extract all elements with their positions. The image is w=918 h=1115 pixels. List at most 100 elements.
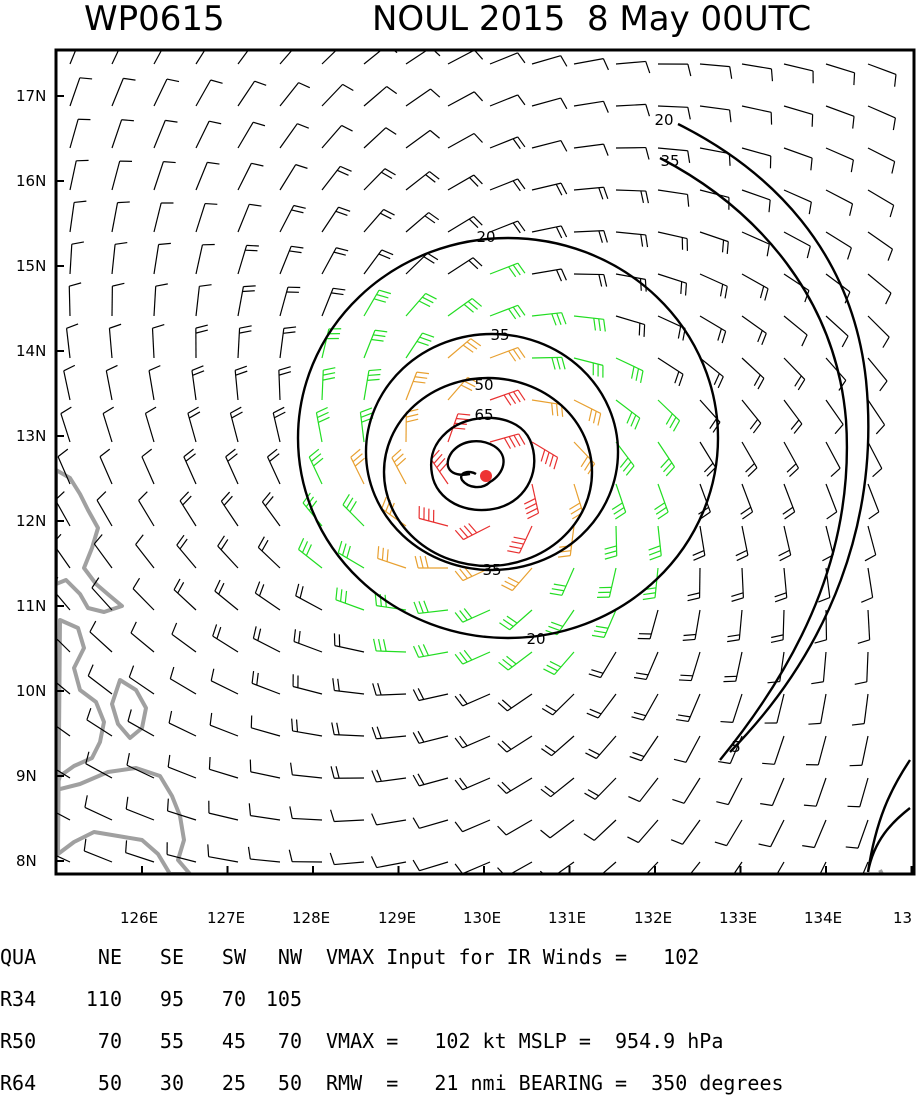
wind-barb <box>406 172 439 190</box>
wind-barb <box>784 400 802 433</box>
wind-barb <box>826 400 843 434</box>
wind-barb <box>688 568 700 601</box>
wind-barb <box>700 316 726 343</box>
r50-sw-value: 45 <box>184 1031 246 1052</box>
wind-barb <box>280 165 307 190</box>
lon-label: 130E <box>463 910 501 926</box>
wind-barb <box>499 652 532 670</box>
wind-barb <box>649 526 662 560</box>
wind-barb <box>784 148 812 170</box>
wind-barb <box>490 137 525 149</box>
wind-barb <box>826 106 854 129</box>
wind-barb <box>172 623 196 652</box>
wind-barb <box>574 144 608 155</box>
wind-barb <box>630 736 658 761</box>
wind-barb <box>280 124 309 148</box>
wind-barb <box>498 694 532 711</box>
wind-barb <box>322 288 345 316</box>
wind-barb <box>94 534 112 568</box>
wind-barb <box>196 285 212 316</box>
contour-label: 20 <box>476 228 495 246</box>
wind-barb <box>70 201 86 232</box>
wind-barb <box>700 442 716 476</box>
wind-barb <box>251 715 280 736</box>
wind-barb <box>658 442 675 476</box>
wind-barb <box>153 325 165 358</box>
wind-barb <box>238 122 265 148</box>
contour-label: 35 <box>482 561 501 579</box>
wind-barb <box>90 621 112 652</box>
wind-barb <box>868 190 894 217</box>
wind-barb <box>868 64 896 87</box>
wind-barb <box>784 232 810 258</box>
wind-barb <box>226 449 238 484</box>
wind-barb <box>331 766 364 778</box>
wind-barb <box>280 287 300 316</box>
wind-barb <box>700 106 731 122</box>
wind-barb <box>374 639 406 652</box>
wind-barb <box>188 407 200 442</box>
wind-barb <box>112 202 130 232</box>
contour-5-kt-east <box>868 760 910 872</box>
wind-barb <box>126 797 154 820</box>
wind-barb <box>455 650 490 664</box>
wind-barb <box>448 299 482 316</box>
rmw-bearing-text: RMW = 21 nmi BEARING = 350 degrees <box>326 1073 784 1094</box>
wind-barb <box>700 274 727 298</box>
wind-barb <box>238 204 261 232</box>
wind-barb <box>658 316 685 341</box>
wind-barb <box>775 568 787 602</box>
wind-barb <box>100 449 112 484</box>
wind-barb <box>826 64 855 85</box>
map-frame <box>56 50 914 874</box>
wind-barb <box>532 226 567 238</box>
wind-barb <box>731 568 743 601</box>
wind-barb <box>742 106 772 125</box>
wind-barb <box>364 169 396 190</box>
wind-barb <box>215 580 238 610</box>
wind-barb <box>136 535 154 568</box>
wind-barb <box>364 370 381 400</box>
wind-barb <box>627 820 658 843</box>
wind-barb <box>280 246 303 274</box>
wind-barb <box>252 671 280 694</box>
r34-label: R34 <box>0 989 66 1010</box>
wind-barb <box>868 148 895 174</box>
wind-barb <box>455 736 490 748</box>
wind-barb <box>280 327 296 358</box>
wind-barb <box>406 130 440 148</box>
wind-barb <box>169 711 196 736</box>
storm-center-marker <box>480 470 492 482</box>
wind-barb <box>131 622 154 652</box>
wind-barb <box>196 244 215 274</box>
lon-label: 133E <box>719 910 757 926</box>
lat-label: 11N <box>16 598 46 614</box>
wind-barb <box>658 400 680 431</box>
wind-barb <box>142 449 154 484</box>
wind-barb <box>133 578 154 610</box>
wind-barb <box>490 263 525 277</box>
wind-barb <box>628 778 658 802</box>
wind-barb <box>58 449 70 484</box>
wind-barb <box>723 652 742 682</box>
wind-barb <box>574 187 608 199</box>
wind-barb <box>235 366 247 400</box>
wind-barb <box>373 683 406 695</box>
wind-barb <box>616 358 643 383</box>
wind-barb <box>574 59 608 70</box>
wind-barb <box>448 258 482 274</box>
wind-barb <box>196 80 223 106</box>
wind-barb <box>716 778 742 805</box>
wind-barb <box>574 231 607 243</box>
wind-barb <box>293 674 322 694</box>
wind-barb <box>574 316 605 332</box>
wind-barb <box>826 148 853 172</box>
r50-nw-value: 70 <box>246 1031 302 1052</box>
wind-barb <box>218 536 238 568</box>
wind-barb <box>309 449 323 484</box>
wind-barb <box>64 365 75 400</box>
wind-barb <box>784 358 805 390</box>
wind-barb <box>249 803 280 820</box>
wind-barb <box>736 526 748 561</box>
wind-barb <box>455 820 490 832</box>
